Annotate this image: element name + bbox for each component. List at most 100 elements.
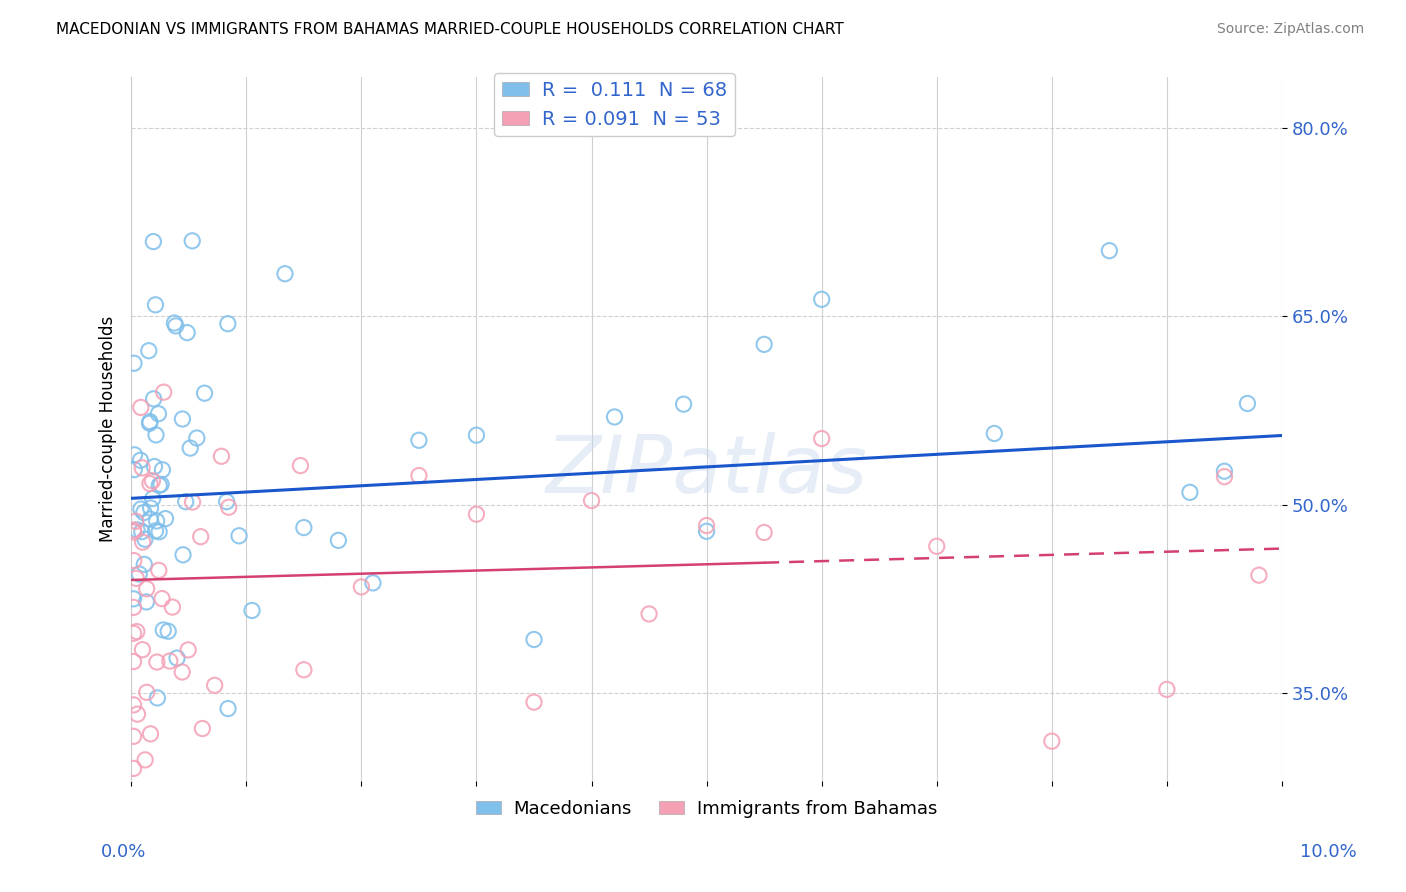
Point — [215, 494, 238, 508]
Point — [146, 690, 169, 705]
Point — [122, 356, 145, 370]
Point — [131, 524, 153, 539]
Point — [142, 491, 165, 506]
Point — [131, 535, 153, 549]
Point — [125, 523, 148, 537]
Point — [1213, 469, 1236, 483]
Point — [142, 235, 165, 249]
Point — [672, 397, 695, 411]
Point — [143, 459, 166, 474]
Point — [465, 507, 488, 521]
Point — [162, 600, 184, 615]
Point — [181, 234, 204, 248]
Point — [523, 695, 546, 709]
Point — [122, 523, 145, 537]
Point — [1213, 464, 1236, 478]
Point — [155, 511, 177, 525]
Point — [408, 434, 430, 448]
Point — [292, 663, 315, 677]
Point — [218, 500, 240, 515]
Point — [1178, 485, 1201, 500]
Point — [328, 533, 350, 548]
Point — [217, 701, 239, 715]
Point — [145, 514, 167, 528]
Point — [129, 502, 152, 516]
Point — [523, 632, 546, 647]
Point — [138, 343, 160, 358]
Point — [186, 431, 208, 445]
Point — [810, 293, 832, 307]
Point — [139, 512, 162, 526]
Text: 10.0%: 10.0% — [1301, 843, 1357, 861]
Point — [138, 417, 160, 431]
Point — [163, 316, 186, 330]
Point — [135, 582, 157, 596]
Point — [174, 494, 197, 508]
Point — [139, 415, 162, 429]
Point — [150, 477, 173, 491]
Point — [125, 624, 148, 639]
Point — [408, 468, 430, 483]
Point — [150, 463, 173, 477]
Point — [146, 655, 169, 669]
Point — [209, 450, 232, 464]
Point — [172, 412, 194, 426]
Point — [134, 753, 156, 767]
Point — [172, 665, 194, 679]
Point — [125, 571, 148, 585]
Point — [983, 426, 1005, 441]
Point — [131, 642, 153, 657]
Point — [122, 524, 145, 539]
Point — [696, 524, 718, 539]
Point — [228, 529, 250, 543]
Point — [1156, 682, 1178, 697]
Point — [124, 448, 146, 462]
Point — [752, 525, 775, 540]
Y-axis label: Married-couple Households: Married-couple Households — [100, 316, 117, 542]
Point — [350, 580, 373, 594]
Point — [125, 514, 148, 528]
Point — [139, 500, 162, 515]
Text: Source: ZipAtlas.com: Source: ZipAtlas.com — [1216, 22, 1364, 37]
Point — [122, 655, 145, 669]
Point — [638, 607, 661, 621]
Point — [131, 461, 153, 475]
Point — [150, 591, 173, 606]
Point — [1098, 244, 1121, 258]
Point — [145, 428, 167, 442]
Point — [135, 595, 157, 609]
Point — [122, 761, 145, 775]
Point — [128, 567, 150, 582]
Point — [179, 441, 201, 455]
Point — [127, 707, 149, 722]
Point — [290, 458, 312, 473]
Point — [148, 563, 170, 577]
Point — [204, 678, 226, 692]
Point — [145, 298, 167, 312]
Point — [696, 518, 718, 533]
Point — [152, 623, 174, 637]
Point — [135, 685, 157, 699]
Point — [122, 729, 145, 743]
Point — [148, 524, 170, 539]
Point — [166, 651, 188, 665]
Text: MACEDONIAN VS IMMIGRANTS FROM BAHAMAS MARRIED-COUPLE HOUSEHOLDS CORRELATION CHAR: MACEDONIAN VS IMMIGRANTS FROM BAHAMAS MA… — [56, 22, 844, 37]
Point — [129, 401, 152, 415]
Point — [148, 407, 170, 421]
Point — [172, 548, 194, 562]
Point — [1040, 734, 1063, 748]
Point — [134, 533, 156, 547]
Text: 0.0%: 0.0% — [101, 843, 146, 861]
Point — [274, 267, 297, 281]
Point — [122, 462, 145, 476]
Point — [122, 698, 145, 712]
Point — [122, 553, 145, 567]
Text: ZIPatlas: ZIPatlas — [546, 433, 868, 510]
Point — [181, 495, 204, 509]
Point — [132, 506, 155, 520]
Point — [752, 337, 775, 351]
Point — [177, 643, 200, 657]
Point — [1247, 568, 1270, 582]
Point — [217, 317, 239, 331]
Point — [152, 385, 174, 400]
